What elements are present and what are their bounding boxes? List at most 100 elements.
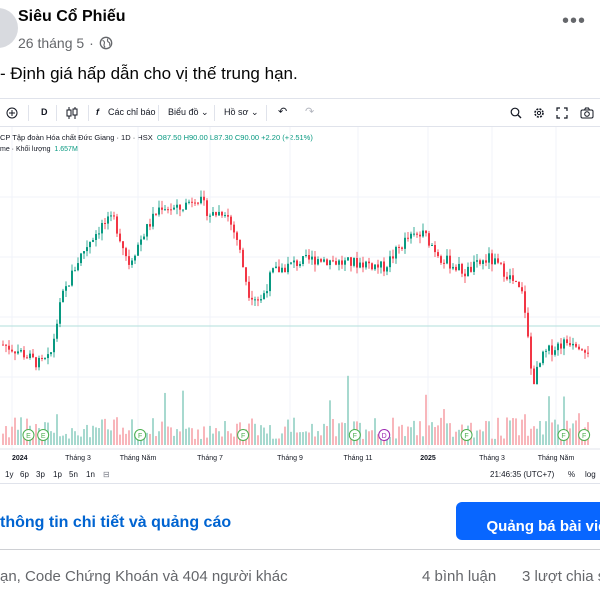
candle-body bbox=[89, 241, 91, 248]
volume-bar bbox=[404, 436, 406, 445]
volume-bar bbox=[425, 394, 427, 445]
indicators-button[interactable]: Các chỉ báo bbox=[108, 107, 156, 117]
volume-bar bbox=[521, 419, 523, 445]
chart-type-button[interactable]: Biểu đồ bbox=[168, 107, 199, 117]
volume-bar bbox=[551, 422, 553, 445]
boost-post-button[interactable]: Quảng bá bài viết bbox=[456, 502, 600, 540]
event-marker-label: F bbox=[241, 433, 245, 440]
volume-bar bbox=[299, 432, 301, 445]
reactions-summary[interactable]: ạn, Code Chứng Khoán và 404 người khác bbox=[0, 568, 288, 585]
volume-bar bbox=[200, 438, 202, 445]
log-toggle[interactable]: log bbox=[585, 470, 596, 479]
candle-body bbox=[101, 223, 103, 234]
fullscreen-icon[interactable] bbox=[556, 107, 568, 119]
time-axis-tick-label: Tháng 7 bbox=[197, 455, 223, 462]
candle-body bbox=[218, 211, 220, 216]
volume-bar bbox=[179, 431, 181, 445]
volume-bar bbox=[563, 396, 565, 445]
range-1y[interactable]: 1y bbox=[5, 470, 14, 479]
candle-body bbox=[62, 290, 64, 303]
candle-body bbox=[482, 260, 484, 264]
snapshot-camera-icon[interactable] bbox=[580, 107, 594, 119]
candle-body bbox=[338, 260, 340, 265]
volume-bar bbox=[14, 417, 16, 445]
candle-body bbox=[233, 224, 235, 233]
range-3p[interactable]: 3p bbox=[36, 470, 45, 479]
candle-body bbox=[479, 260, 481, 264]
candle-body bbox=[59, 302, 61, 324]
volume-bar bbox=[251, 418, 253, 445]
candle-body bbox=[74, 270, 76, 272]
event-marker-label: D bbox=[382, 433, 387, 440]
volume-bar bbox=[401, 424, 403, 445]
add-symbol-icon[interactable] bbox=[6, 107, 18, 119]
volume-bar bbox=[329, 400, 331, 445]
candle-body bbox=[335, 261, 337, 265]
settings-gear-icon[interactable] bbox=[533, 107, 545, 119]
candle-body bbox=[17, 351, 19, 354]
candle-body bbox=[419, 234, 421, 237]
author-avatar[interactable] bbox=[0, 8, 18, 48]
percent-toggle[interactable]: % bbox=[568, 470, 576, 479]
volume-bar bbox=[53, 432, 55, 445]
candle-body bbox=[398, 246, 400, 248]
event-marker-label: E bbox=[26, 433, 31, 440]
indicators-icon[interactable]: f bbox=[96, 107, 99, 117]
event-marker bbox=[578, 429, 591, 441]
range-6p[interactable]: 6p bbox=[20, 470, 29, 479]
volume-bar bbox=[440, 417, 442, 445]
ad-details-link[interactable]: thông tin chi tiết và quảng cáo bbox=[0, 514, 232, 531]
candle-body bbox=[350, 257, 352, 266]
undo-icon[interactable]: ↶ bbox=[278, 106, 288, 118]
candle-body bbox=[512, 275, 514, 281]
post-date[interactable]: 26 tháng 5 bbox=[18, 35, 85, 51]
candle-body bbox=[497, 258, 499, 263]
shares-count[interactable]: 3 lượt chia sẻ bbox=[522, 568, 600, 585]
candle-body bbox=[143, 236, 145, 240]
candle-body bbox=[452, 266, 454, 269]
candle-body bbox=[446, 255, 448, 264]
range-1p[interactable]: 1p bbox=[53, 470, 62, 479]
candle-body bbox=[308, 255, 310, 260]
zoom-icon[interactable] bbox=[510, 107, 522, 119]
ad-cta-bar: thông tin chi tiết và quảng cáo Quảng bá… bbox=[0, 496, 600, 550]
volume-bar bbox=[464, 437, 466, 445]
volume-bar bbox=[281, 433, 283, 445]
volume-bar bbox=[227, 431, 229, 445]
candle-body bbox=[224, 215, 226, 217]
candle-body bbox=[275, 266, 277, 269]
comments-count[interactable]: 4 bình luận bbox=[422, 568, 497, 585]
candle-body bbox=[293, 260, 295, 263]
candle-body bbox=[467, 266, 469, 277]
candle-body bbox=[584, 350, 586, 353]
clock-time: 21:46:35 (UTC+7) bbox=[490, 470, 555, 479]
candle-body bbox=[149, 224, 151, 227]
candle-body bbox=[71, 270, 73, 286]
price-chart[interactable]: E E F F F D F F F 2024 Tháng 3 Tháng Năm Tháng 7 Thán… bbox=[0, 127, 600, 463]
chart-image[interactable]: D f Các chỉ báo Biểu đồ ⌄ Hồ sơ ⌄ ↶ ↷ CP… bbox=[0, 98, 600, 484]
redo-icon[interactable]: ↷ bbox=[305, 106, 315, 118]
symbol-title[interactable]: CP Tập đoàn Hóa chất Đức Giang · 1D · HS… bbox=[0, 133, 153, 142]
date-range-icon[interactable]: ⊟ bbox=[103, 470, 110, 479]
volume-bar bbox=[278, 438, 280, 445]
candle-body bbox=[173, 207, 175, 210]
candle-body bbox=[485, 260, 487, 263]
candle-body bbox=[83, 251, 85, 254]
volume-bar bbox=[362, 438, 364, 445]
post-header: Siêu Cổ Phiếu 26 tháng 5 · ••• bbox=[0, 0, 600, 62]
candle-body bbox=[545, 350, 547, 352]
volume-bar bbox=[422, 436, 424, 445]
candle-body bbox=[242, 249, 244, 268]
volume-legend: me · Khối lượng 1.657M bbox=[0, 146, 78, 153]
interval-button[interactable]: D bbox=[41, 107, 48, 117]
more-options-icon[interactable]: ••• bbox=[561, 10, 586, 32]
volume-bar bbox=[476, 430, 478, 445]
range-1n[interactable]: 1n bbox=[86, 470, 95, 479]
candle-body bbox=[536, 366, 538, 385]
candle-body bbox=[539, 363, 541, 367]
range-5n[interactable]: 5n bbox=[69, 470, 78, 479]
profile-button[interactable]: Hồ sơ bbox=[224, 107, 249, 117]
candles-icon[interactable] bbox=[66, 106, 78, 120]
candle-body bbox=[227, 215, 229, 217]
author-name[interactable]: Siêu Cổ Phiếu bbox=[18, 8, 126, 25]
